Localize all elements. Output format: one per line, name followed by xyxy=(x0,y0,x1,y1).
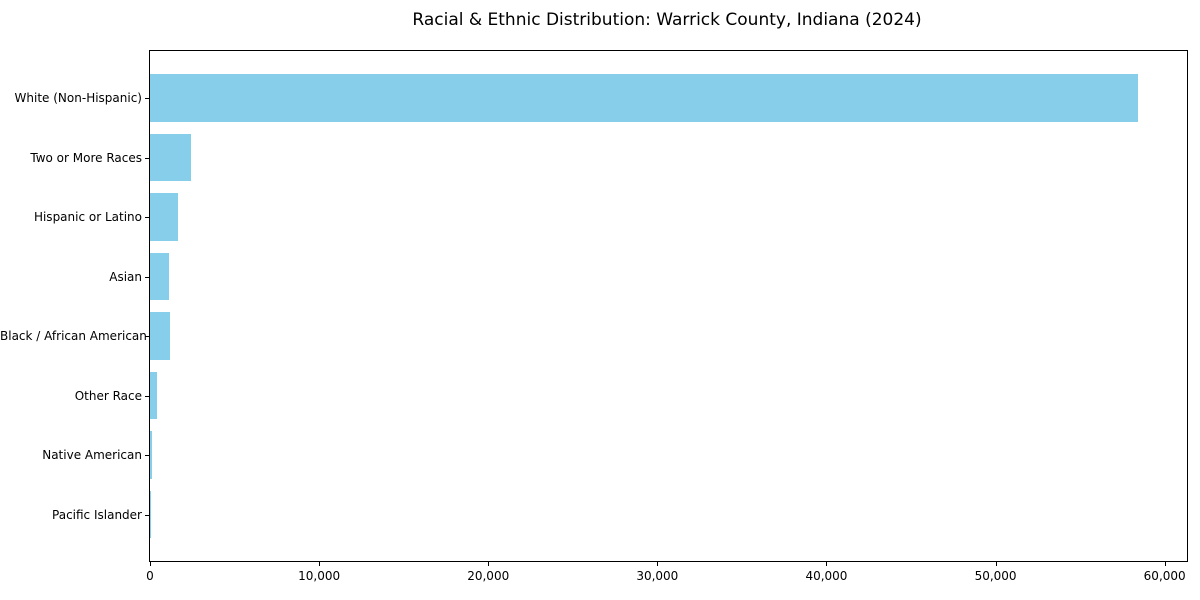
ytick-label-black-african-american: Black / African American xyxy=(0,329,147,343)
ytick-mark-hispanic-or-latino xyxy=(145,217,149,218)
xtick-mark-10-000 xyxy=(319,562,321,566)
bar-two-or-more-races xyxy=(150,133,191,182)
bar-white-non-hispanic xyxy=(150,74,1138,122)
ytick-mark-other-race xyxy=(145,395,149,397)
xtick-label-60-000: 60,000 xyxy=(1143,569,1186,583)
ytick-label-other-race: Other Race xyxy=(74,388,142,403)
plot-area xyxy=(149,50,1188,562)
ytick-label-two-or-more-races: Two or More Races xyxy=(30,150,142,165)
bar-black-african-american xyxy=(150,312,171,360)
xtick-mark-30-000 xyxy=(657,562,659,566)
ytick-label-asian: Asian xyxy=(109,269,142,284)
ytick-label-hispanic-or-latino: Hispanic or Latino xyxy=(33,210,142,224)
ytick-mark-native-american xyxy=(145,455,149,456)
bar-pacific-islander xyxy=(150,490,151,539)
ytick-mark-black-african-american xyxy=(145,336,149,337)
ytick-label-pacific-islander: Pacific Islander xyxy=(52,507,142,522)
chart-title: Racial & Ethnic Distribution: Warrick Co… xyxy=(412,10,922,30)
bar-native-american xyxy=(150,431,152,479)
xtick-label-0: 0 xyxy=(146,569,154,583)
ytick-label-white-non-hispanic: White (Non-Hispanic) xyxy=(14,91,142,105)
xtick-label-20-000: 20,000 xyxy=(467,569,510,583)
xtick-label-50-000: 50,000 xyxy=(974,569,1017,583)
xtick-mark-40-000 xyxy=(826,562,828,566)
xtick-mark-60-000 xyxy=(1164,562,1166,566)
xtick-mark-50-000 xyxy=(995,562,997,566)
ytick-mark-asian xyxy=(145,276,149,278)
xtick-mark-0 xyxy=(150,562,151,566)
bar-hispanic-or-latino xyxy=(150,193,178,241)
xtick-mark-20-000 xyxy=(488,562,490,566)
ytick-mark-white-non-hispanic xyxy=(145,98,149,99)
xtick-label-30-000: 30,000 xyxy=(636,569,679,583)
ytick-mark-two-or-more-races xyxy=(145,157,149,159)
bar-asian xyxy=(150,252,169,301)
bar-other-race xyxy=(150,371,157,420)
xtick-label-10-000: 10,000 xyxy=(298,569,341,583)
xtick-label-40-000: 40,000 xyxy=(805,569,848,583)
ytick-label-native-american: Native American xyxy=(42,448,142,462)
ytick-mark-pacific-islander xyxy=(145,514,149,516)
